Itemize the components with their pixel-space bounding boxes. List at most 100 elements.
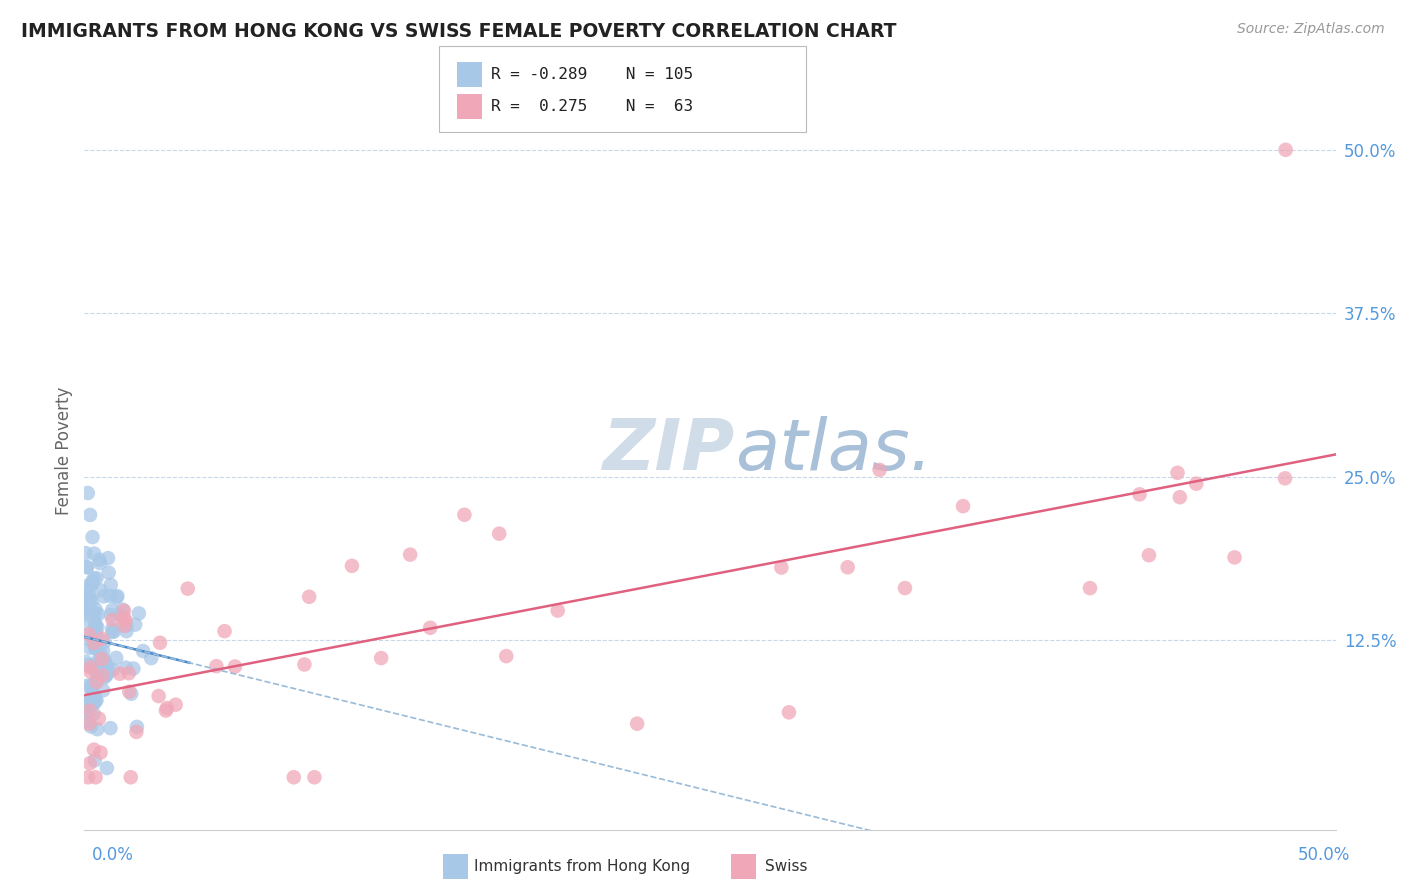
- Point: [100, 578, 122, 592]
- Point: [283, 770, 305, 784]
- Point: [83, 753, 105, 767]
- Point: [80, 720, 103, 734]
- Point: [84, 694, 107, 708]
- Point: [1185, 476, 1208, 491]
- Text: R =  0.275    N =  63: R = 0.275 N = 63: [491, 99, 693, 114]
- Point: [224, 659, 246, 673]
- Point: [76, 486, 98, 500]
- Point: [75, 695, 97, 709]
- Point: [547, 604, 569, 618]
- Point: [1168, 490, 1191, 504]
- Point: [83, 742, 105, 756]
- Point: [83, 706, 105, 721]
- Point: [83, 571, 105, 585]
- Point: [86, 693, 108, 707]
- Point: [84, 618, 107, 632]
- Point: [122, 661, 145, 675]
- Text: 50.0%: 50.0%: [1298, 846, 1350, 863]
- Point: [118, 684, 141, 698]
- Point: [76, 679, 98, 693]
- Point: [101, 663, 124, 677]
- Point: [76, 579, 98, 593]
- Point: [91, 632, 114, 646]
- Point: [84, 615, 107, 630]
- Point: [79, 704, 101, 718]
- Point: [84, 607, 107, 621]
- Point: [80, 634, 103, 648]
- Point: [86, 620, 108, 634]
- Point: [115, 661, 138, 675]
- Point: [101, 622, 124, 636]
- Point: [89, 647, 111, 661]
- Point: [77, 626, 100, 640]
- Point: [869, 463, 891, 477]
- Point: [83, 657, 105, 672]
- Point: [82, 574, 104, 589]
- Point: [90, 746, 112, 760]
- Point: [83, 547, 105, 561]
- Point: [77, 627, 100, 641]
- Point: [165, 698, 187, 712]
- Point: [84, 641, 107, 656]
- Point: [1128, 487, 1150, 501]
- Point: [82, 685, 104, 699]
- Point: [86, 571, 108, 585]
- Text: Immigrants from Hong Kong: Immigrants from Hong Kong: [474, 859, 690, 873]
- Point: [370, 651, 392, 665]
- Point: [952, 499, 974, 513]
- Point: [626, 716, 648, 731]
- Point: [177, 582, 200, 596]
- Point: [77, 599, 100, 614]
- Point: [97, 662, 120, 676]
- Point: [107, 589, 129, 603]
- Point: [1223, 550, 1246, 565]
- Point: [84, 640, 107, 655]
- Point: [96, 660, 118, 674]
- Point: [125, 725, 148, 739]
- Point: [495, 649, 517, 664]
- Point: [132, 644, 155, 658]
- Point: [118, 666, 141, 681]
- Point: [87, 607, 110, 622]
- Point: [105, 591, 128, 605]
- Point: [83, 676, 105, 690]
- Point: [155, 704, 177, 718]
- Point: [108, 666, 131, 681]
- Point: [79, 756, 101, 771]
- Point: [76, 560, 98, 574]
- Point: [80, 578, 103, 592]
- Point: [80, 660, 103, 674]
- Point: [1274, 471, 1296, 485]
- Point: [79, 665, 101, 679]
- Point: [87, 667, 110, 681]
- Point: [340, 558, 363, 573]
- Text: 0.0%: 0.0%: [91, 846, 134, 863]
- Point: [80, 692, 103, 706]
- Point: [97, 566, 120, 580]
- Point: [101, 613, 124, 627]
- Point: [125, 720, 148, 734]
- Point: [79, 508, 101, 522]
- Point: [83, 697, 105, 711]
- Point: [83, 636, 105, 650]
- Point: [79, 604, 101, 618]
- Point: [837, 560, 859, 574]
- Point: [86, 666, 108, 681]
- Text: IMMIGRANTS FROM HONG KONG VS SWISS FEMALE POVERTY CORRELATION CHART: IMMIGRANTS FROM HONG KONG VS SWISS FEMAL…: [21, 22, 897, 41]
- Point: [94, 668, 117, 682]
- Point: [93, 590, 115, 604]
- Point: [770, 560, 793, 574]
- Point: [93, 653, 115, 667]
- Point: [75, 698, 97, 712]
- Point: [77, 770, 100, 784]
- Point: [86, 675, 108, 690]
- Point: [148, 689, 170, 703]
- Point: [96, 668, 118, 682]
- Point: [101, 603, 124, 617]
- Point: [84, 602, 107, 616]
- Point: [75, 655, 97, 669]
- Point: [894, 581, 917, 595]
- Point: [294, 657, 316, 672]
- Point: [110, 608, 132, 623]
- Point: [141, 651, 163, 665]
